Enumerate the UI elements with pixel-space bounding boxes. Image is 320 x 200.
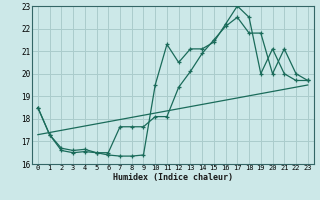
X-axis label: Humidex (Indice chaleur): Humidex (Indice chaleur) [113, 173, 233, 182]
